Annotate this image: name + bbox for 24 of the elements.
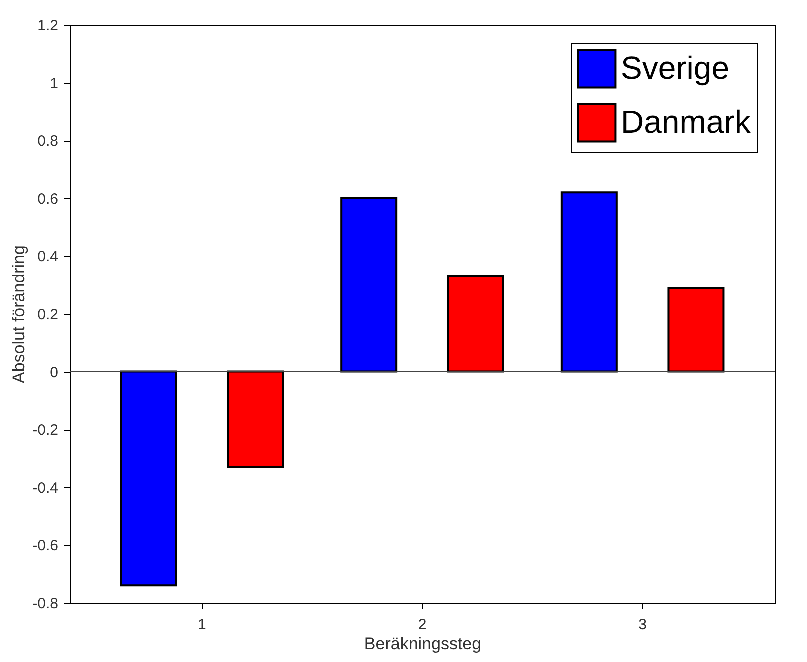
- y-tick-label: 1.2: [38, 18, 58, 34]
- bar: [560, 192, 618, 373]
- y-axis-title: Absolut förändring: [10, 246, 29, 384]
- bar: [340, 197, 398, 373]
- legend-label: Danmark: [621, 104, 752, 140]
- y-tick-label: 0.6: [38, 190, 58, 208]
- y-tick-label: -0.4: [32, 480, 58, 497]
- bar: [227, 370, 284, 468]
- y-tick-label: 0: [50, 364, 58, 382]
- y-tick-label: -0.6: [32, 538, 58, 555]
- bar: [447, 275, 504, 373]
- y-tick-label: 1: [50, 75, 58, 92]
- y-tick-label: 0.4: [38, 248, 58, 266]
- x-axis-title: Beräkningssteg: [364, 634, 482, 654]
- y-tick-label: -0.8: [32, 596, 58, 612]
- x-tick-label: 2: [418, 616, 427, 634]
- legend-label: Sverige: [621, 50, 730, 86]
- x-tick-label: 3: [638, 616, 647, 634]
- bar: [120, 370, 178, 587]
- y-tick-label: -0.2: [32, 422, 58, 440]
- x-tick-label: 1: [198, 616, 206, 634]
- y-tick-label: 0.8: [38, 133, 58, 150]
- bar: [668, 286, 725, 373]
- y-tick-label: 0.2: [38, 306, 58, 324]
